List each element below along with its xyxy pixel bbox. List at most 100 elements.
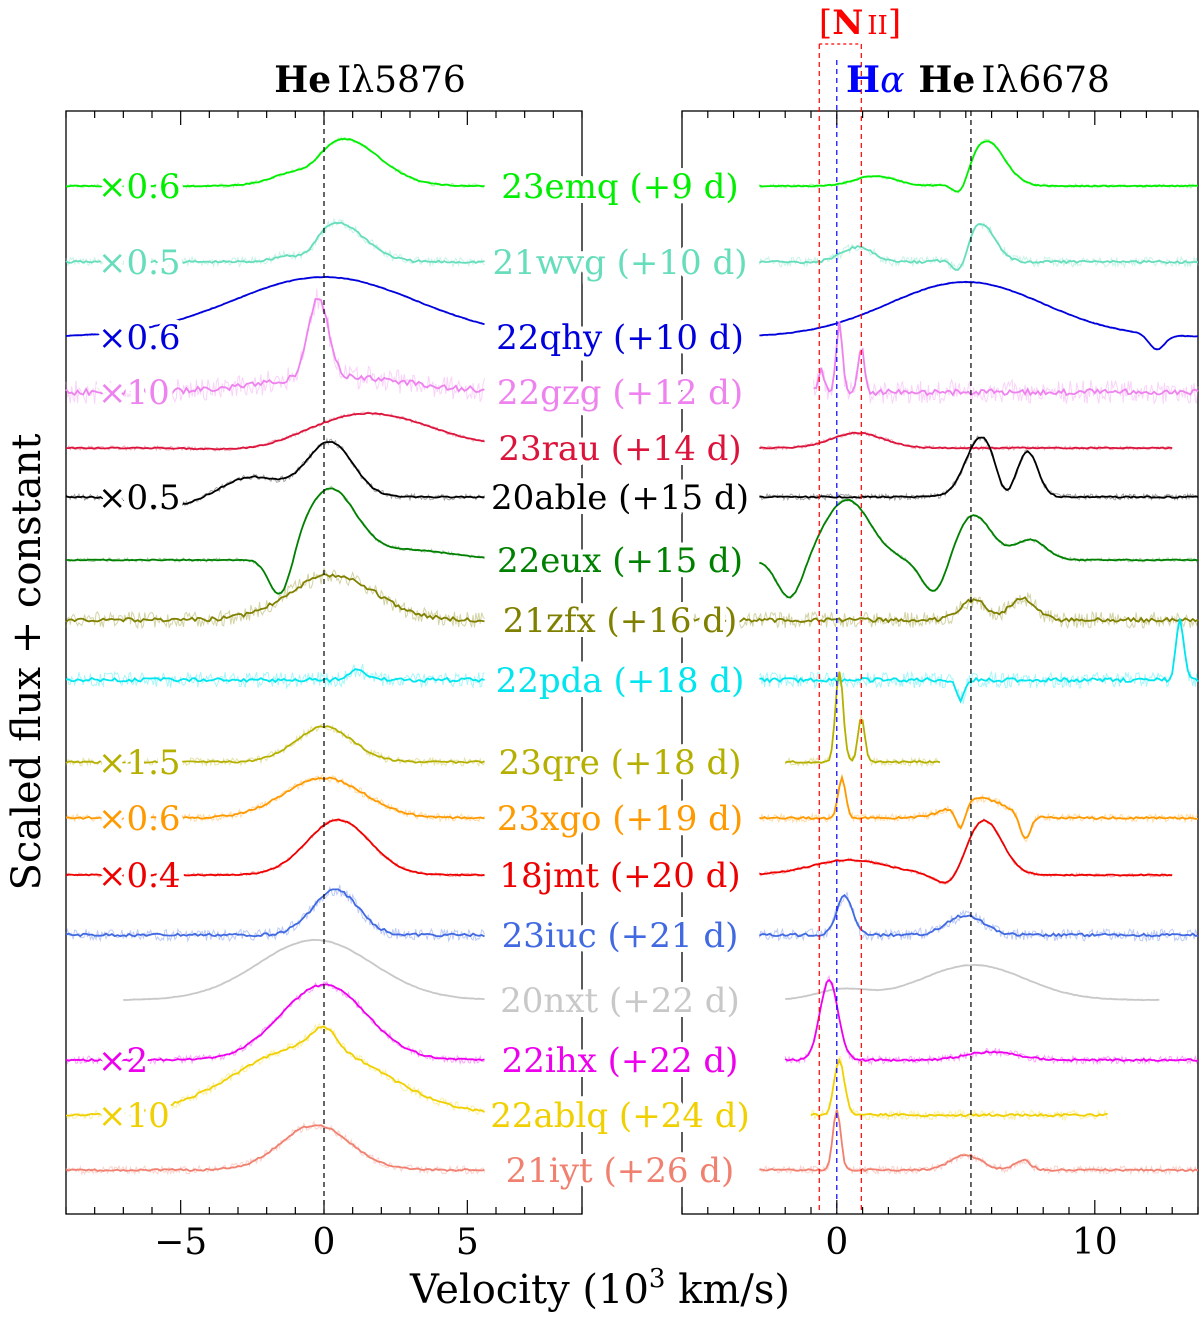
x-axis-label-exponent: 3 <box>649 1264 666 1294</box>
series-label-9: 23qre (+18 d) <box>498 743 741 783</box>
series-label-8: 22pda (+18 d) <box>496 661 745 701</box>
scale-label-14: ×2 <box>98 1041 148 1081</box>
he-transition-label-right: Iλ6678 <box>981 60 1110 101</box>
series-label-16: 21iyt (+26 d) <box>506 1151 735 1191</box>
spectrum-right-5 <box>759 436 1199 499</box>
he-label-right: He <box>918 59 975 101</box>
he-transition-label: Iλ5876 <box>337 60 466 101</box>
series-label-0: 23emq (+9 d) <box>501 167 738 207</box>
left-tick-label-1: 0 <box>313 1222 336 1263</box>
spectrum-right-10 <box>759 773 1199 840</box>
scale-label-5: ×0.5 <box>98 478 181 518</box>
reference-lines <box>323 43 972 1214</box>
spectrum-raw-left-10 <box>65 773 485 824</box>
scale-label-3: ×10 <box>98 373 170 413</box>
spectrum-right-15 <box>810 1057 1108 1118</box>
nii-bracket-open: [ <box>819 3 832 43</box>
series-label-3: 22gzg (+12 d) <box>497 373 743 413</box>
nii-n: N <box>832 3 863 43</box>
series-label-1: 21wvg (+10 d) <box>493 243 748 283</box>
spectrum-left-8 <box>65 668 485 684</box>
spectrum-raw-right-13 <box>785 963 1160 1002</box>
right-panel-title: Hα He Iλ6678 <box>846 59 1110 101</box>
axis-ticks: −5 0 5 0 10 <box>65 111 1199 1263</box>
spectrum-right-6 <box>759 498 1199 599</box>
spectrum-left-9 <box>65 725 485 764</box>
spectrum-raw-right-6 <box>759 498 1199 599</box>
spectrum-right-16 <box>759 1109 1199 1173</box>
scale-label-2: ×0.6 <box>98 318 181 358</box>
spectrum-raw-right-15 <box>810 1056 1109 1122</box>
series-label-5: 20able (+15 d) <box>491 478 749 518</box>
spectrum-raw-right-5 <box>759 435 1199 502</box>
spectrum-right-1 <box>758 223 1199 271</box>
scale-label-11: ×0.4 <box>98 856 181 896</box>
scale-label-10: ×0.6 <box>98 799 181 839</box>
spectrum-raw-right-2 <box>759 280 1199 351</box>
spectrum-raw-left-3 <box>65 288 485 404</box>
spectrum-raw-right-7 <box>681 592 1199 630</box>
spectrum-raw-left-15 <box>65 1022 485 1120</box>
scale-label-1: ×0.5 <box>98 243 181 283</box>
spectrum-left-7 <box>65 573 485 624</box>
x-axis-label-unit: km/s) <box>665 1267 790 1313</box>
scale-label-0: ×0.6 <box>98 167 181 207</box>
spectrum-raw-right-12 <box>758 891 1199 943</box>
spectrum-left-13 <box>123 938 485 1001</box>
spectrum-left-6 <box>66 487 485 595</box>
right-tick-label-1: 10 <box>1072 1222 1118 1263</box>
series-label-11: 18jmt (+20 d) <box>499 856 740 896</box>
spectrum-left-0 <box>65 137 485 188</box>
scale-label-15: ×10 <box>98 1096 170 1136</box>
spectrum-right-0 <box>759 140 1198 193</box>
left-tick-label-2: 5 <box>456 1222 479 1263</box>
series-label-13: 20nxt (+22 d) <box>500 981 740 1021</box>
spectrum-left-1 <box>65 221 485 265</box>
spectrum-right-4 <box>759 431 1173 450</box>
spectrum-left-4 <box>66 412 485 451</box>
right-panel-spectra <box>681 138 1199 1176</box>
x-axis-label: Velocity (103 km/s) <box>409 1264 790 1313</box>
spectrum-left-11 <box>65 818 485 877</box>
spectrum-right-3 <box>813 321 1199 397</box>
spectrum-raw-right-9 <box>784 670 941 768</box>
series-label-4: 23rau (+14 d) <box>498 429 741 469</box>
spectrum-right-13 <box>785 964 1160 1001</box>
spectrum-left-10 <box>65 776 485 820</box>
spectrum-left-12 <box>65 888 485 938</box>
alpha-label: α <box>880 60 904 101</box>
spectrum-right-8 <box>759 618 1199 704</box>
nii-label: [N II] <box>819 3 901 43</box>
spectrum-raw-right-16 <box>759 1107 1199 1176</box>
spectrum-right-11 <box>759 819 1173 884</box>
left-tick-label-0: −5 <box>154 1222 207 1263</box>
spectrum-raw-left-4 <box>65 411 485 452</box>
spectrum-raw-left-7 <box>65 566 485 630</box>
spectrum-raw-right-10 <box>759 778 1199 843</box>
h-label: H <box>846 59 880 101</box>
spectrum-right-2 <box>759 280 1199 351</box>
spectrum-right-9 <box>784 671 941 765</box>
left-panel-spectra <box>65 136 486 1176</box>
series-label-6: 22eux (+15 d) <box>497 541 743 581</box>
left-panel-title: He Iλ5876 <box>274 59 466 101</box>
spectrum-raw-left-5 <box>65 437 485 511</box>
spectrum-raw-left-14 <box>65 980 485 1066</box>
spectrum-raw-left-8 <box>65 663 485 690</box>
right-panel-frame <box>681 110 1199 1215</box>
scale-label-9: ×1.5 <box>98 743 181 783</box>
nii-bracket-close: ] <box>888 3 901 43</box>
spectrum-raw-right-4 <box>758 430 1173 452</box>
x-axis-label-main: Velocity (10 <box>409 1267 649 1313</box>
nii-ion: II <box>867 11 888 41</box>
spectrum-raw-right-1 <box>758 221 1199 271</box>
series-label-2: 22qhy (+10 d) <box>496 318 744 358</box>
spectrum-right-14 <box>784 978 1199 1062</box>
spectrum-raw-left-1 <box>65 218 485 269</box>
spectrum-left-14 <box>65 983 485 1062</box>
spectrum-left-3 <box>65 298 485 397</box>
series-label-12: 23iuc (+21 d) <box>502 916 739 956</box>
series-label-15: 22ablq (+24 d) <box>490 1096 750 1136</box>
spectrum-right-7 <box>681 596 1199 624</box>
